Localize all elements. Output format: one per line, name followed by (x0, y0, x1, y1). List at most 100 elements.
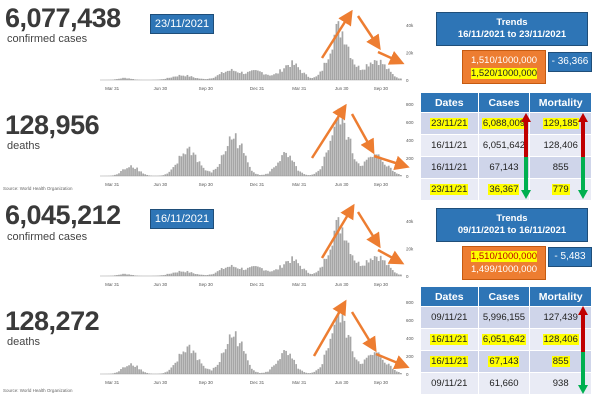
chart-bar (305, 174, 308, 176)
chart-bar (301, 370, 304, 374)
cell-date: 16/11/21 (420, 328, 479, 351)
x-tick-label: Jun 30 (335, 182, 349, 187)
chart-bar (174, 362, 177, 374)
chart-bar (144, 174, 146, 176)
chart-bar (188, 272, 191, 276)
x-tick-label: Dec 31 (250, 86, 265, 91)
chart-bar (182, 271, 185, 276)
trend-up-arrow-icon (310, 103, 347, 159)
chart-bar (341, 112, 344, 176)
chart-bar (138, 171, 140, 176)
cell-cases: 61,660 (477, 372, 531, 395)
y-tick-label: 800 (406, 300, 414, 305)
chart-bar (373, 256, 376, 276)
chart-bar (234, 267, 237, 276)
chart-bar (349, 336, 352, 374)
chart-bar (166, 77, 169, 80)
chart-bar (216, 75, 219, 80)
chart-bar (148, 373, 151, 374)
chart-bar (220, 155, 223, 176)
chart-bar (369, 354, 372, 374)
chart-bar (345, 139, 348, 176)
chart-bar (190, 272, 193, 276)
chart-bar (132, 365, 134, 374)
chart-bar (379, 255, 382, 276)
chart-bar (395, 77, 398, 80)
chart-bar (347, 242, 350, 276)
y-tick-label: 600 (406, 318, 414, 323)
chart-bar (277, 73, 279, 80)
chart-bar (329, 140, 332, 176)
cell-cases: 6,088,009 (477, 112, 531, 135)
chart-bar (186, 270, 189, 276)
chart-bar (202, 78, 205, 80)
chart-bar (162, 175, 165, 176)
chart-bar (333, 34, 336, 80)
chart-bar (395, 273, 398, 276)
trend-up-arrow-icon (320, 9, 353, 59)
chart-bar (283, 264, 285, 276)
chart-bar (160, 373, 163, 374)
trends-title: Trends (496, 17, 528, 28)
chart-bar (238, 73, 241, 80)
chart-bar (291, 60, 293, 80)
chart-bar (353, 357, 356, 374)
x-tick-label: Sep 30 (199, 86, 214, 91)
chart-bar (357, 65, 360, 80)
chart-bar (327, 59, 330, 80)
chart-bar (303, 372, 306, 374)
table-row: 23/11/21 6,088,009 129,185 (420, 112, 592, 135)
confirmed-cases-total: 6,045,212 (5, 200, 121, 230)
chart-bar (200, 78, 203, 80)
chart-bar (168, 273, 171, 276)
chart-bar (371, 355, 374, 374)
chart-bar (222, 269, 225, 276)
chart-bar (345, 240, 348, 276)
chart-bar (305, 270, 308, 276)
rate-previous: 1,510/1000,000 (470, 55, 538, 66)
chart-bar (224, 71, 227, 80)
date-tag: 23/11/2021 (150, 14, 214, 34)
chart-bar (124, 367, 126, 374)
deaths-chart: Mar 31 Jun 30 Sep 30 Dec 31 Mar 31 Jun 30 Sep … (100, 100, 420, 188)
chart-bar (339, 37, 342, 80)
y-tick-label: 20k (406, 246, 414, 251)
chart-bar (210, 172, 213, 176)
chart-bar (192, 77, 195, 80)
chart-bar (279, 69, 281, 80)
chart-bar (206, 274, 209, 276)
x-tick-label: Jun 30 (154, 380, 168, 385)
deaths-chart: Mar 31 Jun 30 Sep 30 Dec 31 Mar 31 Jun 30 Sep … (100, 298, 420, 386)
chart-bar (389, 167, 392, 176)
chart-bar (373, 154, 376, 176)
chart-bar (269, 369, 271, 374)
chart-bar (319, 169, 322, 176)
chart-bar (200, 363, 203, 374)
chart-bar (255, 70, 257, 80)
chart-bar (261, 72, 263, 80)
chart-bar (176, 272, 179, 276)
chart-bar (311, 78, 314, 80)
chart-bar (253, 70, 255, 80)
chart-bar (309, 175, 312, 176)
chart-bar (399, 175, 402, 176)
chart-bar (263, 74, 265, 80)
chart-bar (114, 275, 116, 276)
cell-date: 09/11/21 (420, 306, 479, 329)
chart-bar (367, 157, 370, 176)
chart-bar (267, 173, 269, 176)
trend-down-arrow-icon (350, 311, 377, 353)
chart-bar (126, 366, 128, 374)
x-tick-label: Mar 31 (105, 282, 120, 287)
chart-bar (112, 175, 114, 176)
chart-bar (202, 365, 205, 374)
chart-bar (166, 371, 169, 374)
chart-bar (327, 150, 330, 176)
chart-bar (395, 371, 398, 374)
chart-bar (355, 161, 358, 176)
chart-bar (251, 266, 253, 276)
chart-bar (295, 166, 297, 176)
chart-bar (325, 258, 328, 276)
chart-bar (172, 272, 175, 276)
chart-bar (273, 74, 275, 80)
